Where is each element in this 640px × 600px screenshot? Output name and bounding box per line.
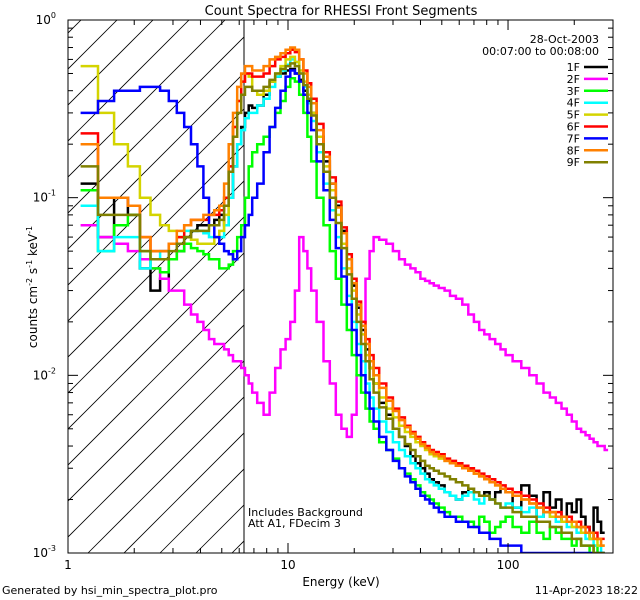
series-line-6F (80, 48, 605, 541)
hatch-line (68, 20, 154, 106)
legend-label-1F: 1F (567, 61, 580, 74)
timestamp-label: 11-Apr-2023 18:22 (535, 584, 638, 597)
y-axis-label: counts cm-2 s-1 keV-1 (25, 226, 40, 348)
legend-label-8F: 8F (567, 144, 580, 157)
time-range-label: 00:07:00 to 00:08:00 (482, 45, 599, 58)
legend-label-7F: 7F (567, 132, 580, 145)
legend-label-9F: 9F (567, 156, 580, 169)
hatch-line (68, 288, 244, 466)
series-lines (80, 46, 609, 553)
y-tick-label: 10-3 (33, 544, 56, 560)
legend-label-6F: 6F (567, 121, 580, 134)
hatch-line (68, 72, 244, 250)
hatch-line (68, 20, 82, 34)
hatch-line (68, 360, 244, 538)
hatch-line (68, 324, 244, 502)
hatch-line (87, 396, 244, 553)
legend-label-2F: 2F (567, 73, 580, 86)
hatch-line (68, 144, 244, 322)
hatch-line (68, 36, 244, 214)
series-line-9F (80, 62, 605, 553)
hatch-line (68, 20, 226, 178)
x-axis-label: Energy (keV) (302, 575, 379, 589)
date-label: 28-Oct-2003 (530, 33, 599, 46)
hatch-line (68, 216, 244, 394)
annotation-background: Includes Background (248, 506, 363, 519)
hatch-line (68, 108, 244, 286)
chart-title: Count Spectra for RHESSI Front Segments (205, 4, 478, 19)
series-line-8F (80, 46, 605, 547)
y-tick-label: 10-2 (33, 366, 56, 382)
hatch-line (68, 180, 244, 358)
x-tick-label: 1 (64, 558, 72, 572)
legend-label-3F: 3F (567, 85, 580, 98)
y-tick-label: 10-1 (33, 189, 56, 205)
legend-label-5F: 5F (567, 109, 580, 122)
series-line-4F (80, 58, 605, 553)
hatch-line (68, 20, 118, 70)
x-tick-label: 100 (497, 558, 520, 572)
plot-frame (67, 19, 614, 554)
x-tick-label: 10 (280, 558, 295, 572)
axis-ticks: 1 10 100 100 10-1 10-2 10-3 (33, 11, 614, 572)
hatched-region (68, 20, 244, 553)
legend-label-4F: 4F (567, 97, 580, 110)
series-line-7F (80, 69, 605, 553)
annotation-attenuator: Att A1, FDecim 3 (248, 517, 341, 530)
hatch-line (68, 252, 244, 430)
series-line-2F (80, 223, 609, 452)
y-tick-label: 100 (36, 11, 56, 27)
hatch-line (123, 432, 244, 553)
generated-by-label: Generated by hsi_min_spectra_plot.pro (2, 584, 218, 597)
hatch-line (68, 20, 190, 142)
